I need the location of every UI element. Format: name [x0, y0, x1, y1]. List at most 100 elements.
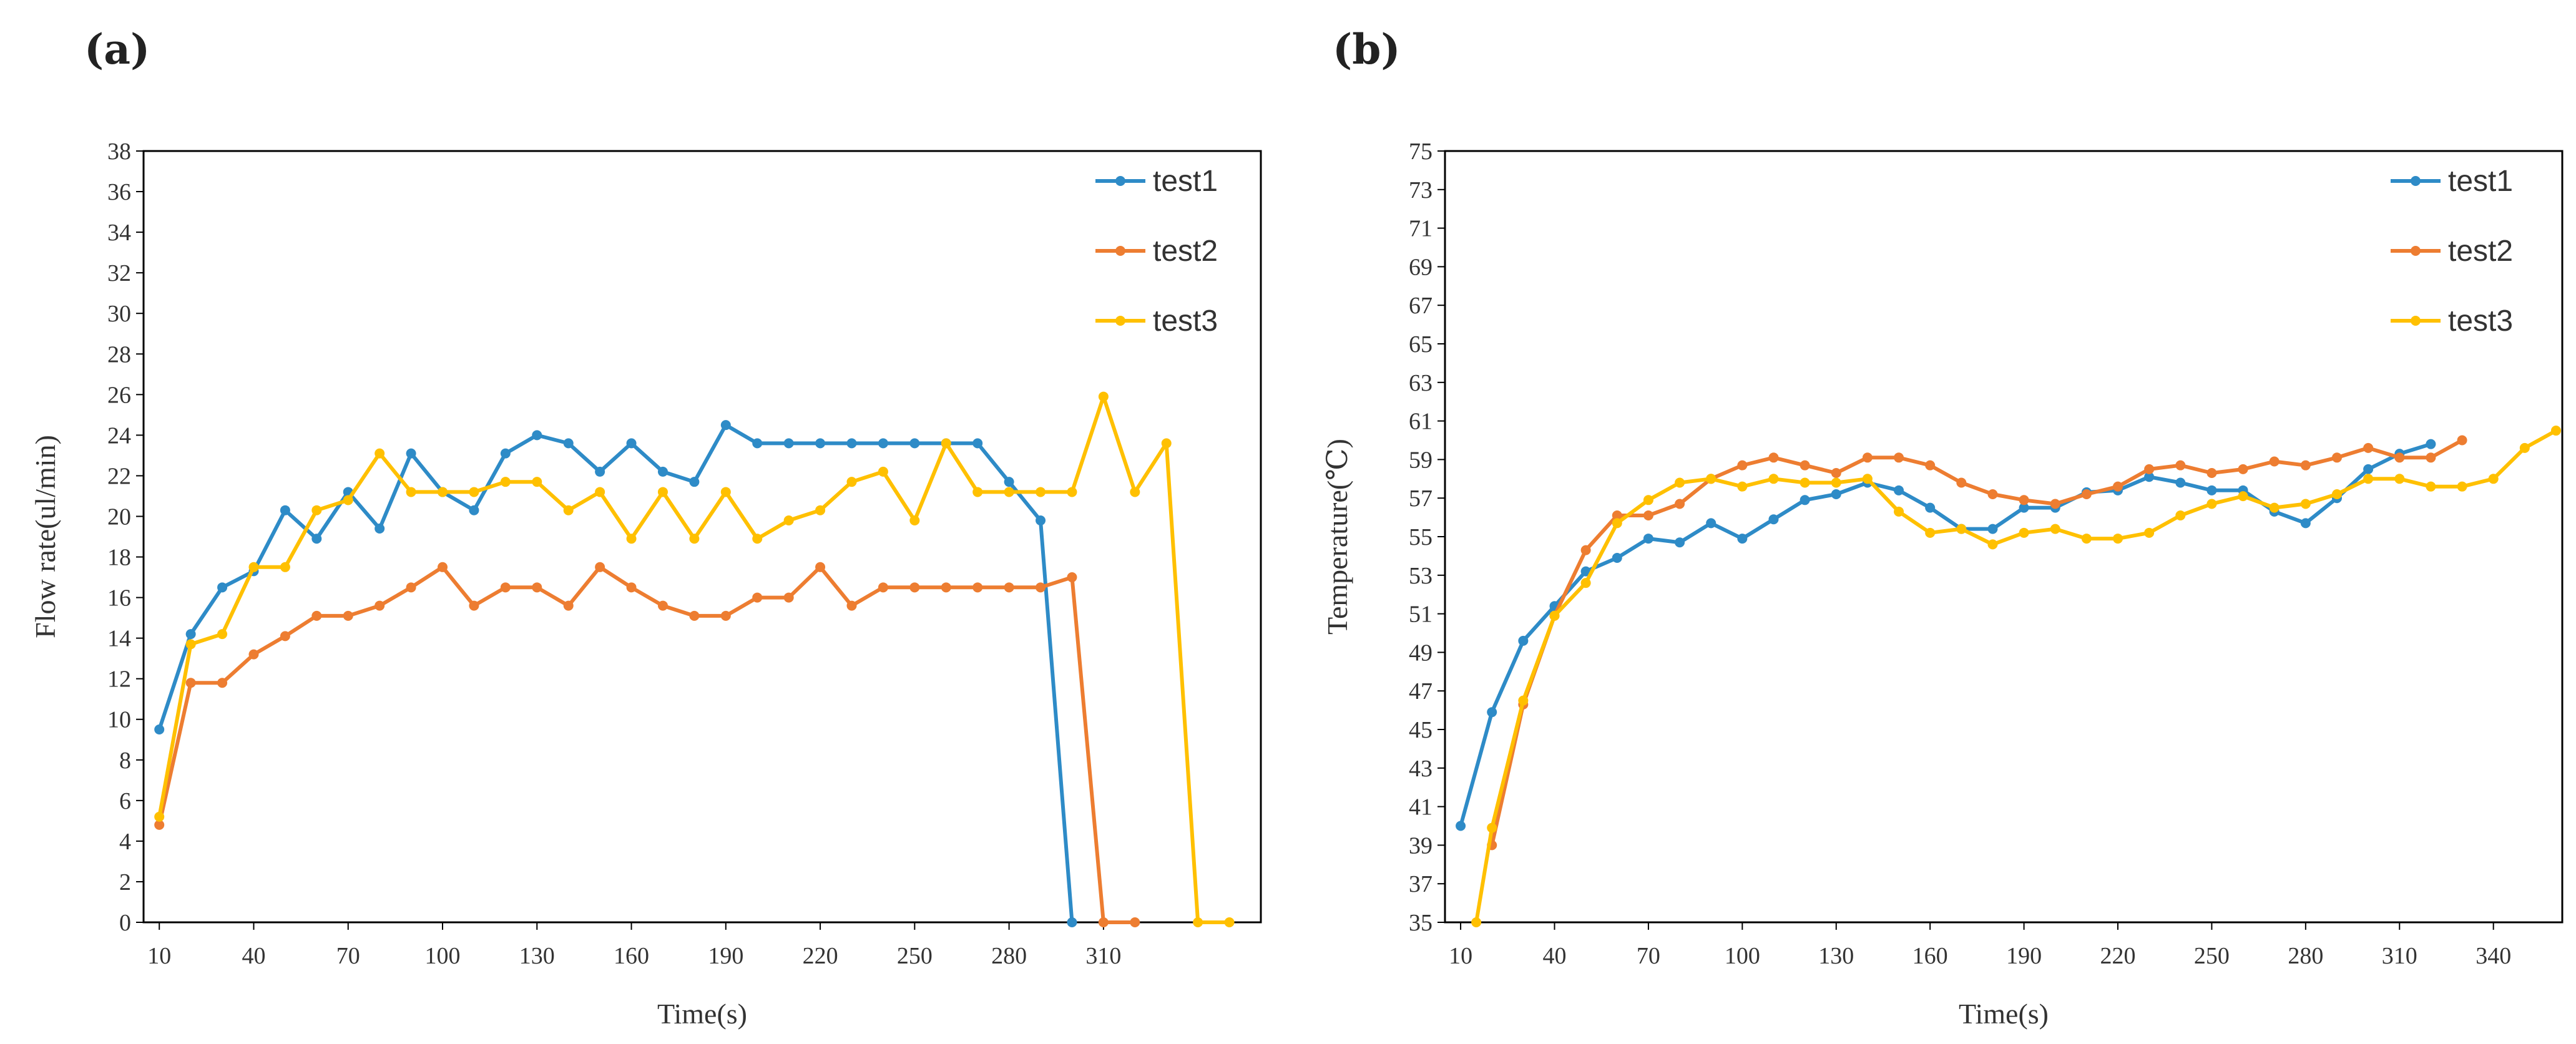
chart-a-point-test2 — [280, 631, 290, 642]
chart-a-plot-frame — [142, 150, 1262, 924]
chart-a-point-test3 — [846, 477, 857, 487]
chart-b-y-tick-label: 49 — [1409, 640, 1432, 666]
chart-a-point-test1 — [563, 438, 574, 449]
chart-a-point-test2 — [154, 819, 165, 830]
chart-a-point-test2 — [783, 592, 794, 603]
chart-b-series-line-test2 — [1490, 438, 2464, 846]
chart-b-y-tick-label: 75 — [1409, 139, 1432, 165]
chart-a-x-tick-label: 250 — [897, 943, 933, 969]
chart-a-point-test1 — [469, 505, 479, 515]
chart-a-y-tick-label: 0 — [119, 910, 131, 936]
chart-b-point-test1 — [1612, 552, 1622, 563]
chart-a-y-tick-label: 12 — [107, 666, 131, 693]
chart-b-series-line-test3 — [1474, 429, 2557, 923]
chart-b-point-test1 — [1675, 537, 1685, 548]
chart-b-x-tick-label: 160 — [1912, 943, 1948, 969]
chart-b-point-test2 — [2426, 452, 2436, 463]
chart-a-point-test3 — [438, 487, 448, 497]
chart-a-point-test1 — [217, 582, 228, 593]
chart-b-point-test2 — [2363, 442, 2374, 453]
chart-b-point-test1 — [1925, 502, 1936, 513]
chart-b-point-test3 — [1471, 917, 1482, 927]
chart-a-y-tick-label: 4 — [119, 829, 131, 855]
chart-a-point-test3 — [185, 639, 196, 650]
chart-b-point-test3 — [1737, 481, 1748, 492]
chart-b-point-test2 — [2081, 489, 2092, 500]
chart-a-point-test3 — [1004, 487, 1014, 497]
chart-a-y-tick-label: 6 — [119, 788, 131, 814]
chart-a-y-tick-label: 18 — [107, 545, 131, 571]
chart-b-point-test3 — [2363, 474, 2374, 484]
chart-b-point-test3 — [2019, 527, 2029, 538]
chart-a-point-test2 — [846, 600, 857, 611]
chart-a-legend-label-test3: test3 — [1153, 305, 1218, 338]
chart-a-point-test3 — [689, 534, 700, 544]
chart-a-point-test2 — [1004, 582, 1014, 593]
chart-a-point-test1 — [532, 430, 542, 441]
chart-b-legend-label-test3: test3 — [2448, 305, 2513, 338]
chart-a-point-test2 — [438, 562, 448, 572]
chart-a-point-test2 — [752, 592, 763, 603]
chart-a-point-test2 — [657, 600, 668, 611]
chart-b-y-tick-label: 39 — [1409, 832, 1432, 859]
chart-b-y-tick-label: 73 — [1409, 177, 1432, 203]
chart-a-point-test2 — [185, 678, 196, 688]
chart-a-point-test1 — [595, 466, 605, 477]
chart-b-point-test3 — [1580, 578, 1591, 588]
chart-b-point-test3 — [1956, 524, 1967, 534]
chart-a-point-test1 — [311, 534, 322, 544]
chart-b-x-tick-label: 190 — [2006, 943, 2042, 969]
chart-b-y-tick-label: 45 — [1409, 717, 1432, 743]
chart-a-point-test1 — [657, 466, 668, 477]
panel-label-b: (b) — [1333, 25, 1401, 74]
chart-a-point-test1 — [689, 477, 700, 487]
chart-a-point-test3 — [248, 562, 259, 572]
chart-b-point-test3 — [2426, 481, 2436, 492]
chart-a-point-test2 — [815, 562, 826, 572]
chart-b-y-tick-label: 35 — [1409, 910, 1432, 936]
chart-b-point-test3 — [1612, 518, 1622, 529]
chart-a-point-test3 — [1098, 391, 1109, 402]
chart-b-point-test1 — [1706, 518, 1717, 529]
chart-a-point-test2 — [311, 610, 322, 621]
chart-a-point-test1 — [626, 438, 637, 449]
chart-b-y-tick-label: 59 — [1409, 447, 1432, 473]
chart-b-point-test3 — [2081, 534, 2092, 544]
chart-b-legend-label-test2: test2 — [2448, 235, 2513, 268]
chart-b-point-test1 — [1831, 489, 1841, 500]
chart-a-point-test3 — [783, 515, 794, 525]
chart-a-point-test2 — [563, 600, 574, 611]
chart-b-y-tick-label: 69 — [1409, 254, 1432, 280]
chart-a-point-test1 — [375, 523, 385, 534]
chart-b-point-test3 — [1987, 539, 1998, 550]
chart-b-point-test3 — [1518, 695, 1529, 706]
chart-b-point-test1 — [1768, 514, 1779, 525]
chart-a-legend-marker-test2 — [1115, 246, 1125, 256]
chart-b-point-test3 — [2175, 510, 2186, 521]
chart-a-point-test3 — [626, 534, 637, 544]
chart-b-point-test3 — [2206, 499, 2217, 509]
chart-b-point-test3 — [2519, 442, 2530, 453]
chart-a-point-test2 — [972, 582, 983, 593]
chart-a-x-axis-title: Time(s) — [657, 998, 747, 1030]
chart-a-point-test2 — [406, 582, 416, 593]
chart-a-point-test3 — [972, 487, 983, 497]
chart-b-y-tick-label: 37 — [1409, 871, 1432, 897]
chart-b-point-test2 — [1580, 545, 1591, 555]
chart-a-y-tick-label: 14 — [107, 626, 131, 652]
chart-a-point-test3 — [1224, 917, 1235, 927]
chart-a-point-test1 — [878, 438, 888, 449]
chart-b-point-test3 — [2488, 474, 2499, 484]
chart-a-point-test1 — [783, 438, 794, 449]
chart-b-y-tick-label: 57 — [1409, 485, 1432, 512]
chart-b-x-tick-label: 280 — [2288, 943, 2323, 969]
chart-b-y-tick-label: 47 — [1409, 678, 1432, 705]
chart-b-point-test3 — [1643, 495, 1653, 505]
chart-b-x-tick-label: 130 — [1818, 943, 1854, 969]
chart-a-point-test3 — [720, 487, 731, 497]
chart-b-legend-marker-test1 — [2411, 176, 2421, 186]
chart-a-x-tick-label: 220 — [803, 943, 838, 969]
chart-a-point-test3 — [469, 487, 479, 497]
chart-a-point-test3 — [815, 505, 826, 515]
